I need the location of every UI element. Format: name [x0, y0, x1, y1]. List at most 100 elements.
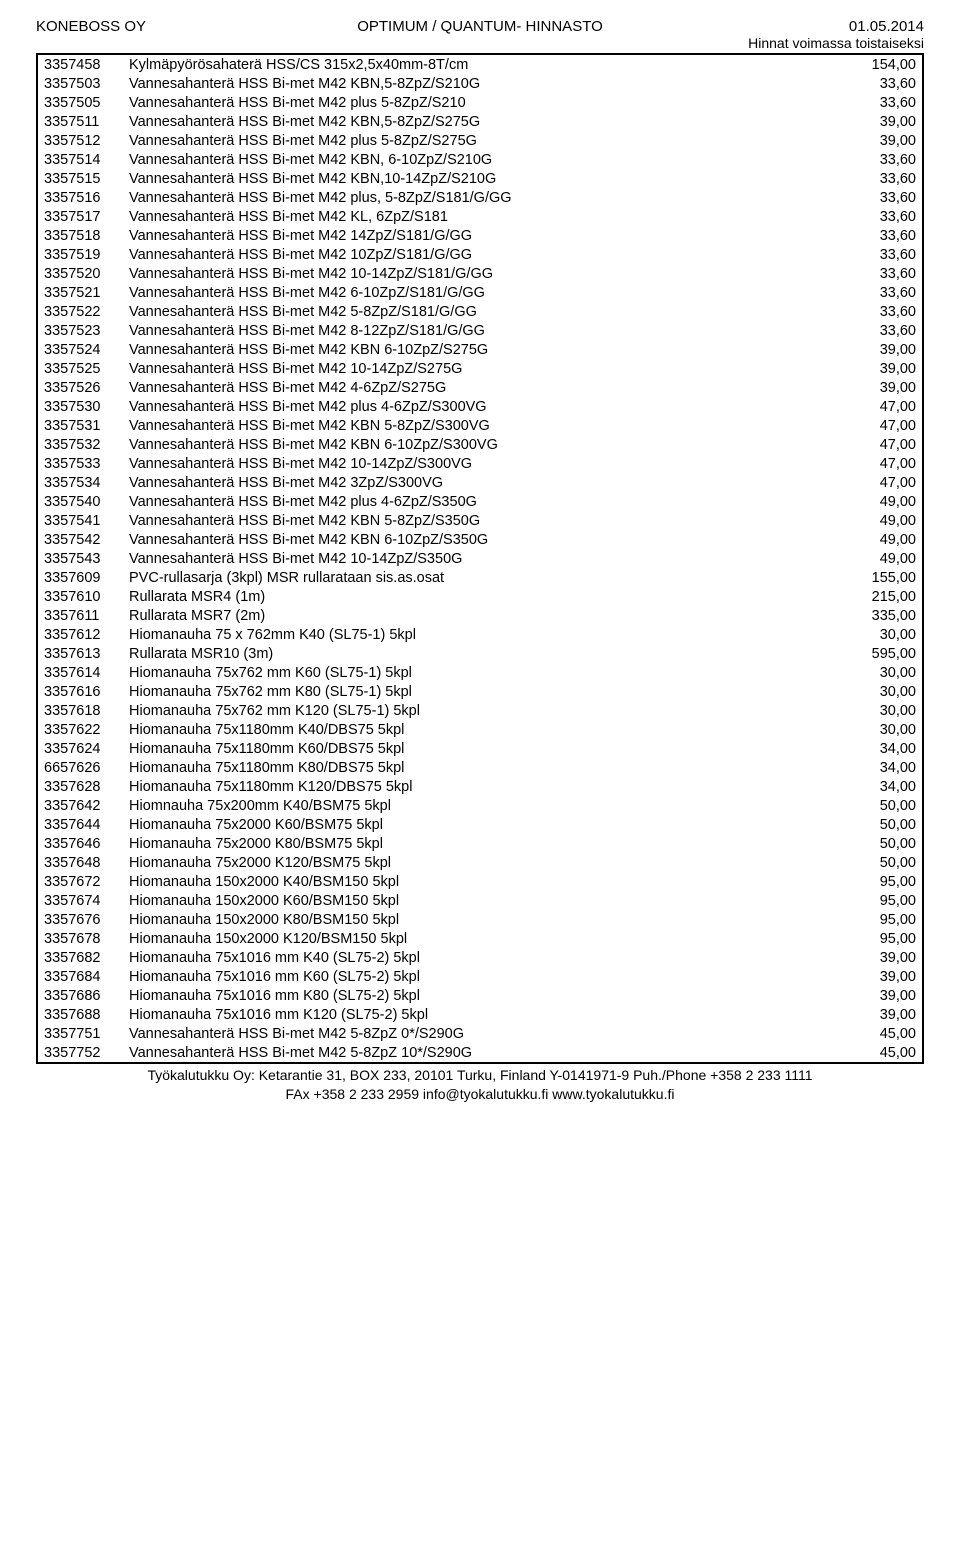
- cell-description: Vannesahanterä HSS Bi-met M42 KBN 5-8ZpZ…: [123, 511, 837, 530]
- table-row: 3357520Vannesahanterä HSS Bi-met M42 10-…: [37, 264, 923, 283]
- cell-description: Hiomanauha 75x762 mm K60 (SL75-1) 5kpl: [123, 663, 837, 682]
- cell-code: 3357542: [37, 530, 123, 549]
- cell-description: Vannesahanterä HSS Bi-met M42 KBN,10-14Z…: [123, 169, 837, 188]
- cell-code: 3357519: [37, 245, 123, 264]
- cell-code: 3357648: [37, 853, 123, 872]
- cell-code: 3357684: [37, 967, 123, 986]
- table-row: 3357751Vannesahanterä HSS Bi-met M42 5-8…: [37, 1024, 923, 1043]
- table-row: 3357526Vannesahanterä HSS Bi-met M42 4-6…: [37, 378, 923, 397]
- cell-price: 335,00: [837, 606, 923, 625]
- table-row: 3357515Vannesahanterä HSS Bi-met M42 KBN…: [37, 169, 923, 188]
- cell-price: 33,60: [837, 245, 923, 264]
- table-row: 3357532Vannesahanterä HSS Bi-met M42 KBN…: [37, 435, 923, 454]
- cell-price: 39,00: [837, 112, 923, 131]
- cell-code: 3357534: [37, 473, 123, 492]
- table-row: 3357524Vannesahanterä HSS Bi-met M42 KBN…: [37, 340, 923, 359]
- cell-price: 33,60: [837, 226, 923, 245]
- cell-price: 95,00: [837, 929, 923, 948]
- table-row: 3357516Vannesahanterä HSS Bi-met M42 plu…: [37, 188, 923, 207]
- cell-price: 39,00: [837, 131, 923, 150]
- cell-description: Hiomanauha 75x1016 mm K80 (SL75-2) 5kpl: [123, 986, 837, 1005]
- cell-code: 3357514: [37, 150, 123, 169]
- cell-code: 3357616: [37, 682, 123, 701]
- cell-description: Vannesahanterä HSS Bi-met M42 5-8ZpZ 0*/…: [123, 1024, 837, 1043]
- table-row: 3357642Hiomnauha 75x200mm K40/BSM75 5kpl…: [37, 796, 923, 815]
- table-row: 3357618Hiomanauha 75x762 mm K120 (SL75-1…: [37, 701, 923, 720]
- cell-price: 45,00: [837, 1024, 923, 1043]
- table-row: 3357688Hiomanauha 75x1016 mm K120 (SL75-…: [37, 1005, 923, 1024]
- cell-price: 47,00: [837, 416, 923, 435]
- table-row: 3357522Vannesahanterä HSS Bi-met M42 5-8…: [37, 302, 923, 321]
- cell-code: 3357688: [37, 1005, 123, 1024]
- table-row: 3357534Vannesahanterä HSS Bi-met M42 3Zp…: [37, 473, 923, 492]
- table-row: 3357511Vannesahanterä HSS Bi-met M42 KBN…: [37, 112, 923, 131]
- cell-description: Hiomanauha 75x1016 mm K40 (SL75-2) 5kpl: [123, 948, 837, 967]
- cell-code: 3357524: [37, 340, 123, 359]
- table-row: 3357648Hiomanauha 75x2000 K120/BSM75 5kp…: [37, 853, 923, 872]
- cell-price: 595,00: [837, 644, 923, 663]
- cell-price: 30,00: [837, 663, 923, 682]
- footer-line-2: FAx +358 2 233 2959 info@tyokalutukku.fi…: [36, 1085, 924, 1104]
- cell-code: 3357517: [37, 207, 123, 226]
- price-table: 3357458Kylmäpyörösahaterä HSS/CS 315x2,5…: [36, 53, 924, 1064]
- cell-description: Vannesahanterä HSS Bi-met M42 plus 5-8Zp…: [123, 131, 837, 150]
- table-row: 3357684Hiomanauha 75x1016 mm K60 (SL75-2…: [37, 967, 923, 986]
- cell-code: 3357503: [37, 74, 123, 93]
- cell-code: 3357516: [37, 188, 123, 207]
- cell-description: Vannesahanterä HSS Bi-met M42 KBN 6-10Zp…: [123, 340, 837, 359]
- cell-code: 3357613: [37, 644, 123, 663]
- cell-description: Hiomanauha 75x1180mm K60/DBS75 5kpl: [123, 739, 837, 758]
- cell-description: Vannesahanterä HSS Bi-met M42 plus 4-6Zp…: [123, 492, 837, 511]
- cell-code: 3357676: [37, 910, 123, 929]
- cell-description: Vannesahanterä HSS Bi-met M42 KBN, 6-10Z…: [123, 150, 837, 169]
- cell-price: 50,00: [837, 815, 923, 834]
- cell-code: 3357674: [37, 891, 123, 910]
- cell-code: 3357646: [37, 834, 123, 853]
- cell-price: 33,60: [837, 264, 923, 283]
- cell-price: 95,00: [837, 872, 923, 891]
- cell-description: Vannesahanterä HSS Bi-met M42 10ZpZ/S181…: [123, 245, 837, 264]
- cell-price: 34,00: [837, 758, 923, 777]
- cell-price: 33,60: [837, 207, 923, 226]
- cell-price: 33,60: [837, 302, 923, 321]
- cell-description: Kylmäpyörösahaterä HSS/CS 315x2,5x40mm-8…: [123, 54, 837, 74]
- table-row: 3357686Hiomanauha 75x1016 mm K80 (SL75-2…: [37, 986, 923, 1005]
- table-row: 3357622Hiomanauha 75x1180mm K40/DBS75 5k…: [37, 720, 923, 739]
- page-header: KONEBOSS OY OPTIMUM / QUANTUM- HINNASTO …: [36, 18, 924, 51]
- cell-description: Vannesahanterä HSS Bi-met M42 10-14ZpZ/S…: [123, 359, 837, 378]
- cell-code: 3357642: [37, 796, 123, 815]
- cell-description: Vannesahanterä HSS Bi-met M42 14ZpZ/S181…: [123, 226, 837, 245]
- cell-code: 6657626: [37, 758, 123, 777]
- cell-description: Rullarata MSR10 (3m): [123, 644, 837, 663]
- cell-code: 3357515: [37, 169, 123, 188]
- table-row: 3357644Hiomanauha 75x2000 K60/BSM75 5kpl…: [37, 815, 923, 834]
- table-row: 3357542Vannesahanterä HSS Bi-met M42 KBN…: [37, 530, 923, 549]
- table-row: 3357628Hiomanauha 75x1180mm K120/DBS75 5…: [37, 777, 923, 796]
- table-row: 3357646Hiomanauha 75x2000 K80/BSM75 5kpl…: [37, 834, 923, 853]
- cell-description: Hiomanauha 75x2000 K60/BSM75 5kpl: [123, 815, 837, 834]
- cell-price: 50,00: [837, 796, 923, 815]
- cell-price: 33,60: [837, 188, 923, 207]
- cell-price: 39,00: [837, 1005, 923, 1024]
- cell-code: 3357511: [37, 112, 123, 131]
- cell-code: 3357523: [37, 321, 123, 340]
- cell-description: Hiomanauha 75x1016 mm K120 (SL75-2) 5kpl: [123, 1005, 837, 1024]
- cell-code: 3357526: [37, 378, 123, 397]
- table-row: 3357533Vannesahanterä HSS Bi-met M42 10-…: [37, 454, 923, 473]
- cell-price: 33,60: [837, 74, 923, 93]
- cell-code: 3357624: [37, 739, 123, 758]
- cell-price: 33,60: [837, 93, 923, 112]
- cell-description: Vannesahanterä HSS Bi-met M42 5-8ZpZ/S18…: [123, 302, 837, 321]
- cell-code: 3357682: [37, 948, 123, 967]
- table-row: 3357530Vannesahanterä HSS Bi-met M42 plu…: [37, 397, 923, 416]
- cell-description: Vannesahanterä HSS Bi-met M42 10-14ZpZ/S…: [123, 454, 837, 473]
- cell-description: Vannesahanterä HSS Bi-met M42 KBN 6-10Zp…: [123, 435, 837, 454]
- cell-code: 3357540: [37, 492, 123, 511]
- table-row: 3357609PVC-rullasarja (3kpl) MSR rullara…: [37, 568, 923, 587]
- cell-description: Hiomanauha 150x2000 K40/BSM150 5kpl: [123, 872, 837, 891]
- table-row: 3357672Hiomanauha 150x2000 K40/BSM150 5k…: [37, 872, 923, 891]
- cell-description: Rullarata MSR7 (2m): [123, 606, 837, 625]
- cell-description: Vannesahanterä HSS Bi-met M42 KL, 6ZpZ/S…: [123, 207, 837, 226]
- cell-description: Vannesahanterä HSS Bi-met M42 8-12ZpZ/S1…: [123, 321, 837, 340]
- cell-code: 3357614: [37, 663, 123, 682]
